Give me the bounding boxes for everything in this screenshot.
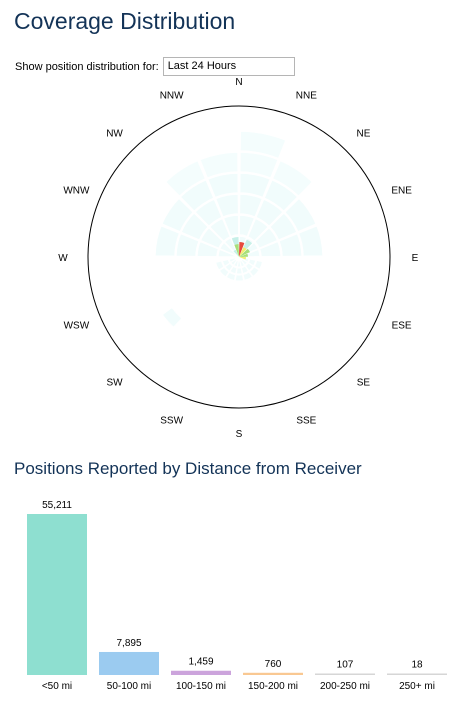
coverage-polar-chart: N NNE NE ENE E ESE SE SSE S SSW SW WSW W WNW NW NNW	[58, 78, 419, 440]
bar-category-label: 100-150 mi	[176, 681, 226, 692]
coverage-sector	[263, 178, 299, 213]
coverage-sector	[239, 151, 280, 180]
coverage-sector	[198, 151, 239, 180]
compass-label: SSW	[160, 416, 183, 427]
time-range-selector: Show position distribution for: Last 24 …	[15, 57, 295, 76]
bar-4	[315, 673, 375, 675]
compass-label: NE	[356, 129, 370, 140]
coverage-sector	[175, 232, 201, 258]
compass-label: NNW	[160, 90, 184, 101]
bar-value-label: 18	[411, 660, 423, 671]
compass-label: ESE	[392, 320, 412, 331]
coverage-sector	[234, 274, 245, 282]
compass-label: SE	[357, 377, 371, 388]
coverage-sector-near	[243, 239, 253, 250]
bar-1	[99, 651, 159, 675]
coverage-sector	[218, 266, 230, 278]
coverage-sector	[225, 271, 237, 282]
coverage-sector-near	[231, 237, 239, 245]
coverage-sector	[193, 198, 224, 228]
compass-label: NNE	[296, 90, 317, 101]
compass-label: E	[412, 253, 419, 264]
coverage-sector	[238, 172, 272, 199]
bar-value-label: 1,459	[188, 657, 213, 668]
coverage-sector	[196, 240, 220, 258]
compass-label: SSE	[296, 416, 316, 427]
compass-label: N	[235, 78, 242, 88]
compass-label: WNW	[63, 186, 90, 197]
bar-value-label: 107	[337, 660, 354, 671]
compass-label: W	[58, 253, 68, 264]
bar-value-label: 7,895	[116, 638, 141, 649]
coverage-sector	[239, 130, 287, 160]
coverage-sector	[277, 232, 303, 258]
bar-category-label: 250+ mi	[399, 681, 435, 692]
coverage-sector-near	[239, 246, 247, 257]
range-ring	[87, 105, 391, 409]
bar-value-label: 760	[265, 659, 282, 670]
time-range-label: Show position distribution for:	[15, 60, 159, 73]
coverage-sector	[154, 224, 181, 258]
coverage-sector	[283, 197, 318, 233]
bar-3	[243, 672, 303, 675]
coverage-sector	[253, 259, 264, 271]
coverage-sector	[179, 178, 215, 213]
coverage-sector	[180, 211, 210, 242]
coverage-sector	[258, 240, 282, 258]
coverage-sector	[268, 211, 298, 242]
coverage-sector	[242, 271, 254, 281]
coverage-sector	[160, 197, 195, 233]
coverage-sector	[248, 266, 260, 278]
coverage-sector	[215, 260, 225, 271]
distance-bar-chart: 55,211 <50 mi 7,895 50-100 mi 1,459 100-150 m…	[27, 500, 447, 692]
coverage-sector	[254, 198, 285, 228]
compass-label: ENE	[391, 186, 412, 197]
bar-category-label: 50-100 mi	[107, 681, 151, 692]
coverage-sector-near	[239, 253, 248, 257]
coverage-sector	[238, 193, 264, 219]
bar-0	[27, 514, 87, 675]
compass-label: NW	[106, 129, 123, 140]
coverage-sector	[161, 306, 183, 328]
coverage-sector	[206, 172, 240, 199]
bar-category-label: 150-200 mi	[248, 681, 298, 692]
compass-label: SW	[106, 377, 123, 388]
coverage-sector	[297, 224, 324, 258]
bar-category-label: 200-250 mi	[320, 681, 370, 692]
compass-label: S	[236, 429, 243, 440]
page-title: Coverage Distribution	[14, 8, 236, 34]
bar-value-label: 55,211	[42, 500, 72, 511]
coverage-sector	[164, 159, 207, 198]
coverage-sector-near	[239, 248, 250, 257]
bar-5	[387, 673, 447, 675]
compass-label: WSW	[64, 320, 90, 331]
coverage-sector	[214, 193, 240, 219]
coverage-sector	[217, 248, 240, 258]
coverage-sector-near	[239, 257, 246, 260]
coverage-sector	[221, 258, 231, 267]
coverage-sector	[271, 159, 314, 198]
distance-section-title: Positions Reported by Distance from Rece…	[14, 459, 362, 478]
bar-2	[171, 670, 231, 675]
coverage-sector-near	[233, 249, 239, 257]
bar-category-label: <50 mi	[42, 681, 72, 692]
coverage-sector	[228, 257, 237, 264]
coverage-sector-near	[234, 244, 239, 257]
time-range-select[interactable]: Last 24 Hours	[162, 57, 295, 76]
coverage-sector-near	[239, 242, 245, 257]
